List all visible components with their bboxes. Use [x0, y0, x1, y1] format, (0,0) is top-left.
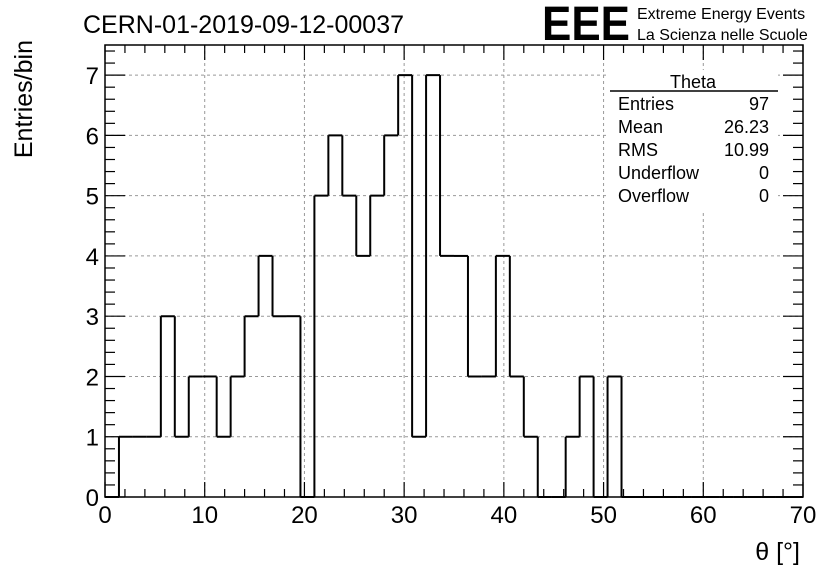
histogram-bin: [383, 134, 399, 196]
chart-title: CERN-01-2019-09-12-00037: [83, 11, 404, 39]
histogram-bin: [578, 375, 594, 437]
stats-box: Theta Entries 97 Mean 26.23 RMS 10.99 Underflo…: [608, 70, 778, 210]
histogram-bin: [313, 194, 329, 497]
histogram-bin: [397, 74, 413, 136]
stats-value: 10.99: [724, 140, 769, 160]
x-tick-label: 40: [491, 502, 518, 529]
histogram-bin: [411, 75, 427, 438]
x-tick-label: 10: [191, 502, 218, 529]
eee-logo-mark: EEE: [542, 0, 630, 51]
stats-value: 0: [759, 186, 769, 206]
plot-frame: [104, 44, 804, 498]
eee-logo: EEE Extreme Energy Events La Scienza nel…: [542, 0, 808, 51]
y-tick-label: 2: [86, 364, 99, 391]
histogram-bin: [257, 254, 273, 317]
histogram-bin: [536, 436, 552, 498]
x-tick-label: 50: [590, 502, 617, 529]
histogram-bin: [243, 315, 259, 377]
x-tick-label: 60: [690, 502, 717, 529]
histogram-bin: [299, 316, 315, 498]
histogram-bin: [522, 376, 538, 438]
y-tick-label: 0: [86, 485, 99, 512]
stats-label: Entries: [618, 94, 674, 114]
logo-line-1: Extreme Energy Events: [637, 6, 805, 23]
histogram-bin: [117, 435, 133, 497]
histogram-bin: [341, 135, 357, 197]
histogram-bin: [159, 315, 175, 437]
x-tick-label: 0: [98, 502, 111, 529]
tick-labels: 0 10 20 30 40 50 60 70 0 1 2 3 4 5 6 7: [86, 63, 817, 529]
stats-value: 0: [759, 163, 769, 183]
stats-label: Mean: [618, 117, 663, 137]
histogram-bin: [606, 375, 622, 497]
y-tick-label: 3: [86, 304, 99, 331]
histogram-bars: [105, 74, 803, 498]
y-tick-label: 1: [86, 425, 99, 452]
histogram-bin: [173, 316, 189, 438]
histogram-bin: [439, 75, 454, 257]
histogram-bin: [425, 74, 441, 437]
histogram-bin: [229, 375, 245, 437]
y-tick-label: 6: [86, 123, 99, 150]
histogram-bin: [494, 254, 510, 377]
y-axis-label: Entries/bin: [10, 40, 38, 158]
histogram-bin: [564, 435, 580, 497]
histogram-bin: [327, 134, 343, 196]
y-tick-label: 4: [86, 244, 99, 271]
histogram-bin: [508, 255, 524, 378]
stats-label: Underflow: [618, 163, 700, 183]
stats-label: Overflow: [618, 186, 690, 206]
x-axis-label: θ [°]: [755, 538, 800, 566]
x-tick-label: 30: [391, 502, 418, 529]
histogram-bin: [271, 255, 287, 318]
histogram-bin: [187, 375, 203, 437]
histogram-bin: [215, 376, 231, 438]
y-tick-label: 5: [86, 184, 99, 211]
stats-title: Theta: [670, 72, 717, 92]
x-tick-label: 70: [790, 502, 817, 529]
y-tick-label: 7: [86, 63, 99, 90]
x-tick-label: 20: [291, 502, 318, 529]
stats-value: 97: [749, 94, 769, 114]
histogram-bin: [369, 194, 385, 256]
histogram-bin: [466, 255, 482, 378]
axis-ticks: [104, 45, 804, 498]
logo-line-2: La Scienza nelle Scuole: [637, 27, 808, 44]
stats-value: 26.23: [724, 117, 769, 137]
stats-label: RMS: [618, 140, 658, 160]
histogram-bin: [355, 195, 371, 257]
